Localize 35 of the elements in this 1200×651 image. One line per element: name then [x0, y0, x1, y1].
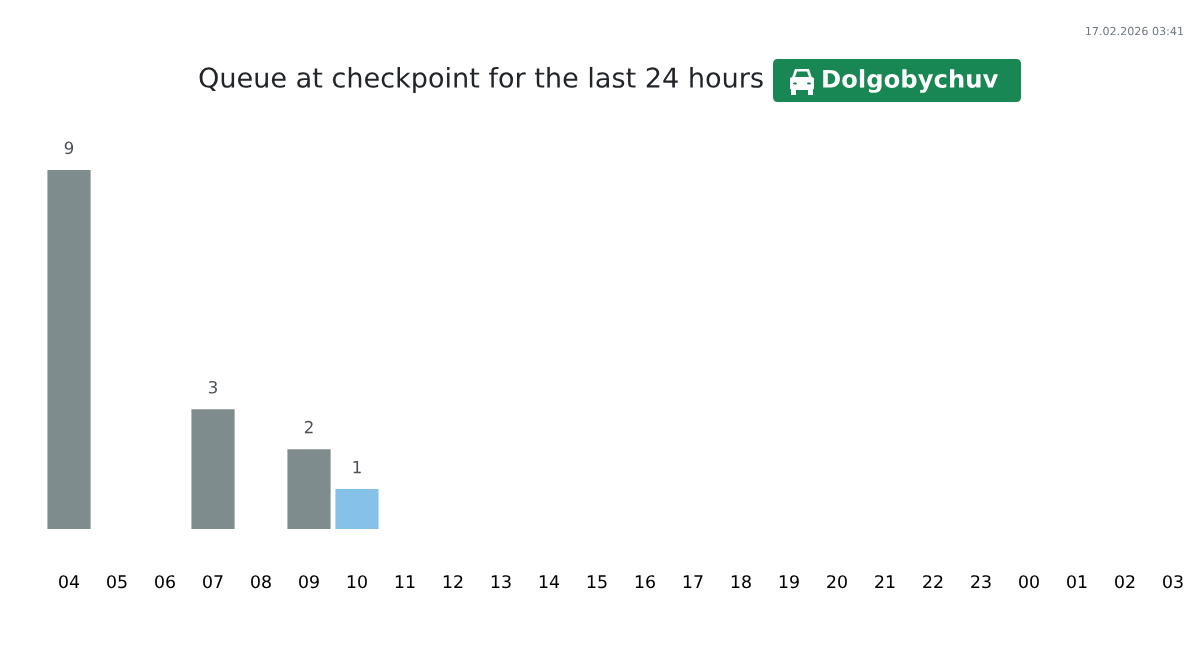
x-tick-label: 05 — [107, 575, 127, 589]
bar — [287, 449, 331, 529]
chart-subtitle: Dolgobychuv — [823, 69, 999, 93]
x-tick-label: 22 — [923, 575, 943, 589]
data-label: 2 — [304, 420, 313, 434]
x-tick-label: 04 — [59, 575, 80, 589]
x-tick-label: 16 — [635, 575, 655, 589]
x-tick-label: 00 — [1019, 575, 1039, 589]
bar — [47, 169, 91, 529]
data-label: 3 — [208, 380, 217, 394]
x-tick-label: 13 — [491, 575, 511, 589]
x-tick-label: 03 — [1163, 575, 1183, 589]
x-tick-label: 17 — [683, 575, 703, 589]
x-tick-label: 10 — [347, 575, 367, 589]
x-tick-label: 12 — [443, 575, 463, 589]
data-label: 1 — [353, 460, 361, 474]
bar — [335, 489, 379, 529]
x-tick-label: 01 — [1067, 575, 1087, 589]
x-tick-label: 11 — [395, 575, 415, 589]
x-tick-label: 06 — [155, 575, 175, 589]
x-tick-label: 14 — [539, 575, 560, 589]
chart-title: Queue at checkpoint for the last 24 hours — [199, 66, 763, 94]
x-tick-label: 18 — [731, 575, 751, 589]
x-tick-label: 21 — [875, 575, 895, 589]
x-tick-label: 19 — [779, 575, 799, 589]
x-tick-label: 02 — [1115, 575, 1135, 589]
x-tick-label: 15 — [587, 575, 607, 589]
x-tick-label: 20 — [827, 575, 847, 589]
x-tick-label: 23 — [971, 575, 991, 589]
bar — [191, 409, 235, 529]
x-tick-label: 09 — [299, 575, 319, 589]
text: 17.02.2026 03:41 — [1086, 26, 1183, 36]
x-tick-label: 07 — [203, 575, 223, 589]
data-label: 9 — [64, 141, 74, 155]
x-tick-label: 08 — [251, 575, 271, 589]
